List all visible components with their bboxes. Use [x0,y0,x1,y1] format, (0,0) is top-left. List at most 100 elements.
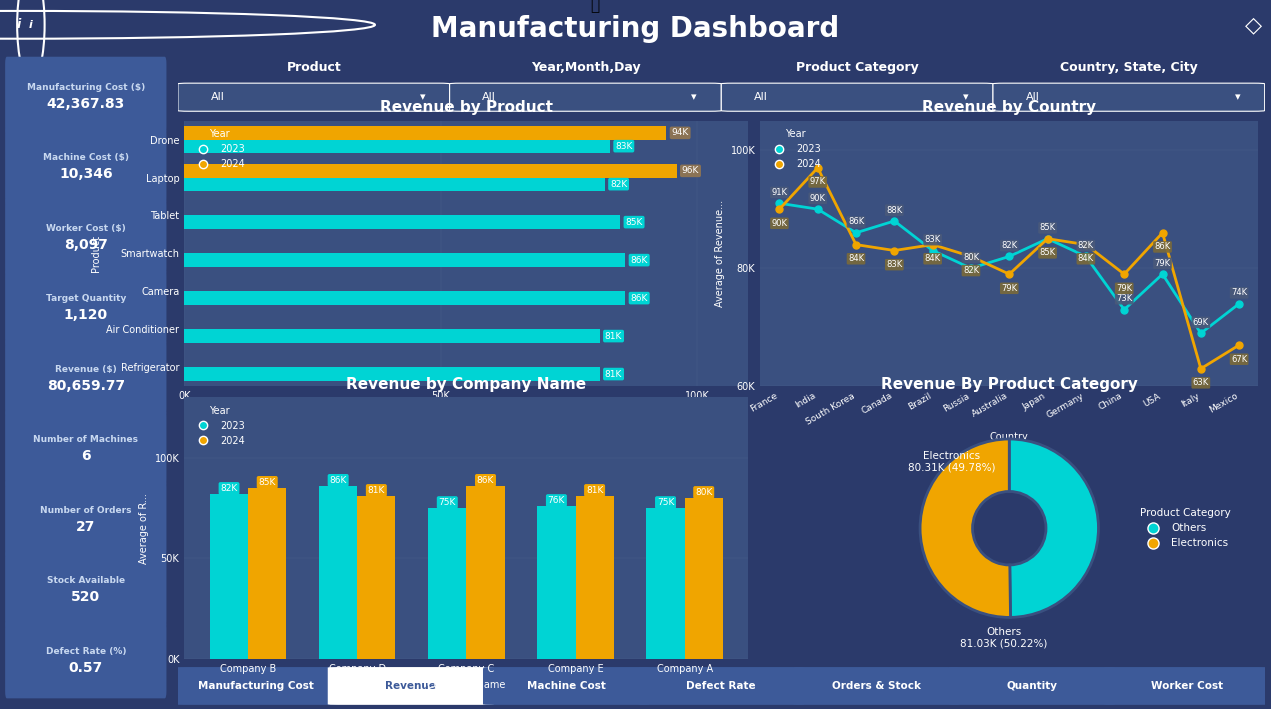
Text: All: All [482,92,496,102]
Text: All: All [211,92,225,102]
Title: Revenue by Country: Revenue by Country [923,100,1097,115]
FancyBboxPatch shape [1104,667,1270,705]
Bar [357,496,395,659]
Text: ◇: ◇ [1244,15,1262,35]
Bar [184,140,610,153]
Text: 80,659.77: 80,659.77 [47,379,125,393]
Text: 81K: 81K [605,369,623,379]
Text: 63K: 63K [1192,379,1209,387]
FancyBboxPatch shape [5,621,167,698]
Text: ▾: ▾ [691,92,697,102]
Bar [647,508,685,659]
Text: 81K: 81K [367,486,385,495]
FancyBboxPatch shape [5,550,167,628]
FancyBboxPatch shape [450,83,722,111]
Text: 84K: 84K [848,255,864,263]
Text: 75K: 75K [438,498,456,507]
Text: 8,097: 8,097 [64,238,108,252]
Text: 67K: 67K [1232,354,1247,364]
Text: 84K: 84K [924,255,941,263]
Bar [248,488,286,659]
Text: 69K: 69K [1192,318,1209,327]
Text: Quantity: Quantity [1007,681,1057,691]
Bar [576,496,614,659]
Text: 82K: 82K [963,266,979,275]
Text: 75K: 75K [657,498,674,507]
Text: Machine Cost ($): Machine Cost ($) [43,153,128,162]
Text: 91K: 91K [771,188,788,197]
Legend: 2023, 2024: 2023, 2024 [765,125,825,173]
Text: Year,Month,Day: Year,Month,Day [530,61,641,74]
Text: 81K: 81K [605,332,623,340]
Text: Orders & Stock: Orders & Stock [833,681,921,691]
Text: All: All [754,92,768,102]
Text: 85K: 85K [1040,223,1056,233]
Text: 90K: 90K [771,219,788,228]
FancyBboxPatch shape [5,127,167,205]
Text: Revenue ($): Revenue ($) [55,365,117,374]
Text: 6: 6 [81,450,90,463]
Text: 42,367.83: 42,367.83 [47,96,125,111]
Text: 85K: 85K [1040,248,1056,257]
FancyBboxPatch shape [638,667,805,705]
Text: 1,120: 1,120 [64,308,108,323]
Text: 83K: 83K [886,260,902,269]
Title: Revenue by Product: Revenue by Product [380,100,553,115]
Y-axis label: Average of R...: Average of R... [139,493,149,564]
FancyBboxPatch shape [948,667,1115,705]
Text: 97K: 97K [810,177,826,186]
Text: Manufacturing Cost ($): Manufacturing Cost ($) [27,83,145,91]
Text: 83K: 83K [924,235,941,244]
Text: ▾: ▾ [1234,92,1240,102]
Text: 10,346: 10,346 [58,167,113,182]
Text: 73K: 73K [1116,294,1132,303]
Text: 80K: 80K [695,488,713,497]
Text: 86K: 86K [630,256,648,264]
Text: 82K: 82K [610,179,627,189]
FancyBboxPatch shape [993,83,1265,111]
Bar [685,498,723,659]
Text: 74K: 74K [1232,289,1247,297]
Text: Machine Cost: Machine Cost [526,681,605,691]
Bar [466,486,505,659]
Text: 79K: 79K [1116,284,1132,293]
Wedge shape [920,439,1010,618]
Text: All: All [1026,92,1040,102]
Bar [184,253,625,267]
Title: Revenue by Company Name: Revenue by Company Name [346,376,586,391]
Text: 82K: 82K [1002,241,1017,250]
Text: Worker Cost ($): Worker Cost ($) [46,224,126,233]
Text: 83K: 83K [615,142,633,151]
FancyBboxPatch shape [328,667,494,705]
Text: Product: Product [286,61,341,74]
Text: 90K: 90K [810,194,826,203]
Bar [319,486,357,659]
FancyBboxPatch shape [483,667,649,705]
Text: 86K: 86K [848,218,864,226]
Text: 86K: 86K [477,476,494,485]
Wedge shape [1009,439,1098,618]
Text: Defect Rate: Defect Rate [686,681,756,691]
Bar [538,506,576,659]
Bar [428,508,466,659]
FancyBboxPatch shape [722,83,993,111]
Text: 86K: 86K [329,476,347,485]
Text: 82K: 82K [220,484,238,493]
Bar [210,494,248,659]
Text: Number of Machines: Number of Machines [33,435,139,445]
Text: 👷: 👷 [590,0,600,13]
X-axis label: Country: Country [990,432,1028,442]
Text: Manufacturing Dashboard: Manufacturing Dashboard [431,15,840,43]
Text: Revenue: Revenue [385,681,436,691]
FancyBboxPatch shape [5,198,167,275]
Bar [184,330,600,342]
Bar [184,367,600,381]
Text: 86K: 86K [1154,242,1171,252]
Text: 80K: 80K [963,253,979,262]
Legend: Others, Electronics: Others, Electronics [1136,504,1235,552]
Y-axis label: Average of Revenue...: Average of Revenue... [716,200,724,307]
Text: ▾: ▾ [963,92,969,102]
X-axis label: Company Name: Company Name [427,680,506,690]
Text: 520: 520 [71,591,100,604]
FancyBboxPatch shape [178,83,450,111]
